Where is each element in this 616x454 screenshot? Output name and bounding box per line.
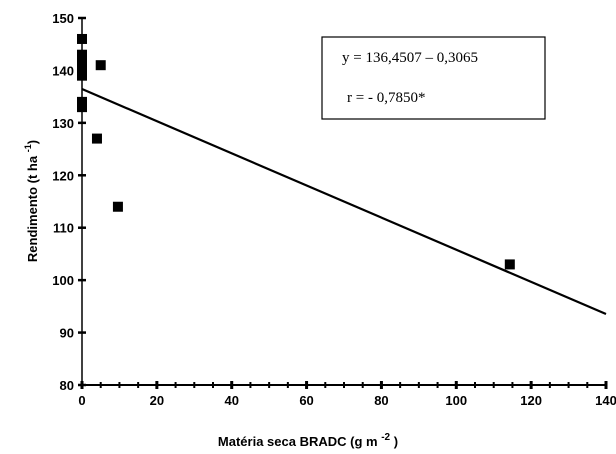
x-label-end: ) <box>390 434 398 449</box>
x-label-sup: -2 <box>381 432 390 443</box>
x-tick-label: 40 <box>224 393 238 408</box>
x-tick-label: 100 <box>445 393 467 408</box>
y-tick-label: 120 <box>52 168 74 183</box>
point <box>77 54 87 65</box>
y-tick-label: 80 <box>60 378 74 393</box>
x-axis-label: Matéria seca BRADC (g m -2 ) <box>218 432 398 449</box>
trend-line <box>81 88 607 316</box>
annotation: r = - 0,7850* <box>347 90 425 106</box>
point <box>77 96 87 107</box>
y-label-text: Rendimento (t ha <box>25 155 40 262</box>
x-label-text: Matéria seca BRADC (g m <box>218 434 378 449</box>
y-tick-label: 100 <box>52 273 74 288</box>
point <box>95 60 106 71</box>
y-tick-label: 90 <box>60 326 74 341</box>
y-tick-label: 140 <box>52 63 74 78</box>
point <box>112 201 123 212</box>
y-tick-label: 150 <box>52 11 74 26</box>
y-axis-label: Rendimento (t ha -1) <box>23 140 40 262</box>
point <box>91 133 102 144</box>
annotation-box <box>321 36 546 120</box>
y-tick-label: 110 <box>53 221 74 236</box>
y-label-end: ) <box>25 140 40 144</box>
y-label-sup: -1 <box>23 144 33 152</box>
x-tick-label: 60 <box>299 393 313 408</box>
y-tick-label: 130 <box>52 116 74 131</box>
annotation: y = 136,4507 – 0,3065 <box>342 50 478 66</box>
point <box>77 49 87 60</box>
point <box>77 70 87 81</box>
point <box>77 33 87 44</box>
x-tick-label: 140 <box>595 393 616 408</box>
x-tick-label: 20 <box>150 393 164 408</box>
x-tick-label: 0 <box>78 393 85 408</box>
x-tick-label: 80 <box>374 393 388 408</box>
point <box>504 259 515 270</box>
x-tick-label: 120 <box>520 393 542 408</box>
point <box>77 102 87 113</box>
point <box>77 60 87 71</box>
point <box>77 65 87 76</box>
